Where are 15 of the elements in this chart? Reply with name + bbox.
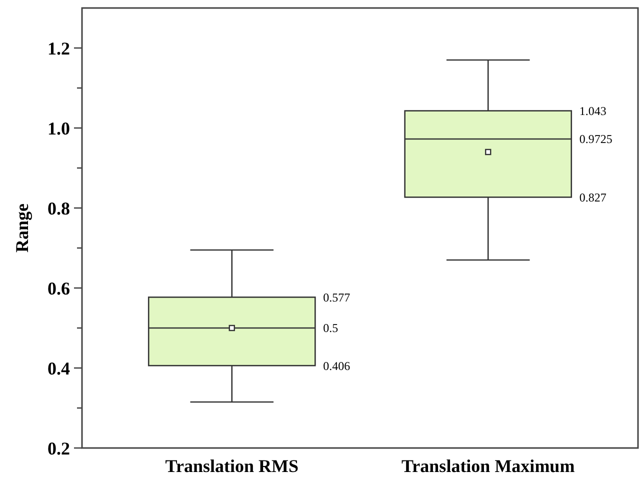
annotation: 0.577 [323,290,350,304]
x-tick-label: Translation Maximum [402,456,575,476]
y-tick-label: 1.2 [48,38,70,58]
y-tick-label: 0.2 [48,438,70,458]
y-tick-label: 0.6 [48,278,70,298]
annotation: 1.043 [579,104,606,118]
x-tick-label: Translation RMS [165,456,298,476]
y-axis-title: Range [12,203,32,252]
annotation: 0.827 [579,190,606,204]
annotation: 0.9725 [579,132,612,146]
annotation: 0.5 [323,321,338,336]
annotation: 0.406 [323,358,350,373]
y-tick-label: 0.8 [48,198,70,218]
y-tick-label: 1.0 [48,118,70,138]
y-tick-label: 0.4 [48,358,70,378]
